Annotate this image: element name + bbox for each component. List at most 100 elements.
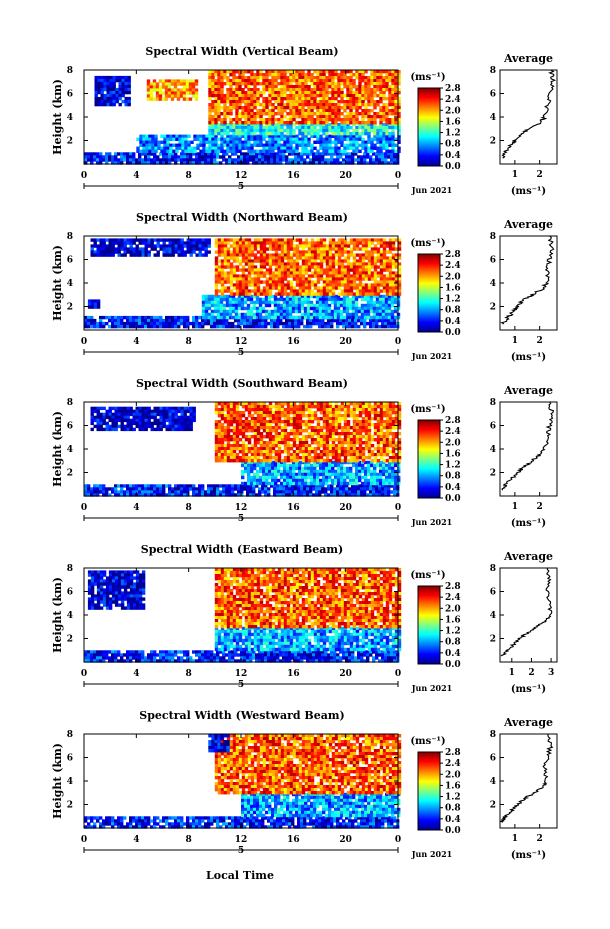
heatmap-cell (152, 82, 157, 86)
heatmap-cell (276, 155, 280, 159)
heatmap-cell (349, 460, 353, 465)
heatmap-cell (310, 289, 315, 293)
heatmap-cell (207, 318, 211, 323)
heatmap-cell (288, 324, 292, 329)
heatmap-cell (328, 250, 333, 254)
heatmap-cell (304, 253, 309, 257)
heatmap-cell (310, 134, 314, 138)
heatmap-cell (256, 238, 261, 242)
average-y-tick-label: 4 (490, 113, 496, 123)
heatmap-cell (336, 493, 340, 497)
heatmap-cell (316, 76, 320, 80)
heatmap-cell (349, 134, 353, 138)
heatmap-cell (189, 484, 193, 488)
heatmap-cell (237, 321, 241, 326)
heatmap-cell (192, 250, 196, 254)
heatmap-cell (232, 241, 237, 245)
heatmap-cell (235, 140, 239, 144)
heatmap-cell (174, 493, 178, 497)
heatmap-cell (367, 250, 372, 254)
heatmap-cell (211, 106, 215, 110)
heatmap-cell (375, 493, 379, 497)
heatmap-cell (126, 484, 130, 488)
heatmap-cell (345, 484, 349, 488)
heatmap-cell (322, 85, 326, 89)
heatmap-cell (262, 97, 266, 101)
heatmap-cell (241, 253, 246, 257)
heatmap-cell (390, 484, 394, 488)
heatmap-cell (103, 99, 107, 104)
heatmap-cell (180, 247, 184, 251)
heatmap-cell (330, 315, 334, 320)
heatmap-cell (124, 99, 128, 104)
heatmap-cell (229, 118, 233, 122)
heatmap-cell (304, 256, 309, 260)
heatmap-cell (262, 88, 266, 92)
heatmap-cell (87, 302, 92, 306)
heatmap-cell (271, 131, 275, 136)
heatmap-cell (307, 100, 311, 104)
heatmap-cell (337, 268, 342, 272)
heatmap-cell (180, 493, 184, 497)
heatmap-cell (190, 149, 194, 153)
heatmap-cell (283, 265, 288, 269)
heatmap-cell (201, 303, 206, 308)
heatmap-cell (201, 490, 205, 494)
heatmap-cell (244, 250, 249, 254)
heatmap-cell (364, 122, 368, 127)
heatmap-cell (319, 79, 323, 83)
heatmap-cell (337, 274, 342, 278)
heatmap-cell (379, 262, 384, 266)
heatmap-cell (217, 238, 222, 242)
heatmap-cell (185, 79, 190, 83)
heatmap-cell (307, 140, 311, 144)
heatmap-cell (270, 309, 275, 314)
heatmap-cell (274, 82, 278, 86)
heatmap-cell (306, 321, 310, 326)
heatmap-cell (306, 484, 310, 488)
heatmap-cell (159, 238, 163, 242)
heatmap-cell (232, 88, 236, 92)
heatmap-cell (349, 91, 353, 95)
heatmap-cell (84, 161, 88, 165)
heatmap-cell (295, 283, 300, 287)
heatmap-cell (331, 283, 336, 287)
heatmap-cell (273, 306, 278, 311)
heatmap-cell (262, 256, 267, 260)
heatmap-cell (298, 125, 302, 130)
heatmap-cell (194, 79, 199, 83)
heatmap-cell (94, 75, 98, 80)
heatmap-cell (376, 250, 381, 254)
heatmap-cell (354, 152, 358, 156)
heatmap-cell (153, 490, 157, 494)
heatmap-cell (94, 99, 98, 104)
heatmap-cell (367, 128, 371, 133)
heatmap-cell (216, 493, 220, 497)
heatmap-cell (198, 161, 202, 165)
heatmap-cell (231, 315, 236, 320)
heatmap-cell (273, 297, 278, 302)
heatmap-cell (247, 289, 252, 293)
heatmap-cell (226, 106, 230, 110)
heatmap-cell (334, 134, 338, 138)
heatmap-cell (301, 140, 305, 144)
heatmap-cell (361, 253, 366, 257)
heatmap-cell (220, 265, 225, 269)
heatmap-cell (109, 99, 113, 104)
heatmap-cell (267, 309, 272, 314)
heatmap-cell (391, 121, 395, 125)
heatmap-cell (277, 97, 281, 101)
heatmap-cell (363, 487, 367, 491)
heatmap-cell (324, 306, 329, 311)
heatmap-cell (96, 299, 101, 303)
heatmap-cell (274, 292, 279, 296)
heatmap-cell (247, 115, 251, 119)
heatmap-cell (328, 91, 332, 95)
heatmap-cell (388, 271, 393, 275)
heatmap-cell (367, 146, 371, 150)
heatmap-cell (147, 484, 151, 488)
heatmap-cell (256, 286, 261, 290)
heatmap-cell (328, 137, 332, 141)
heatmap-cell (217, 106, 221, 110)
heatmap-cell (117, 244, 121, 248)
